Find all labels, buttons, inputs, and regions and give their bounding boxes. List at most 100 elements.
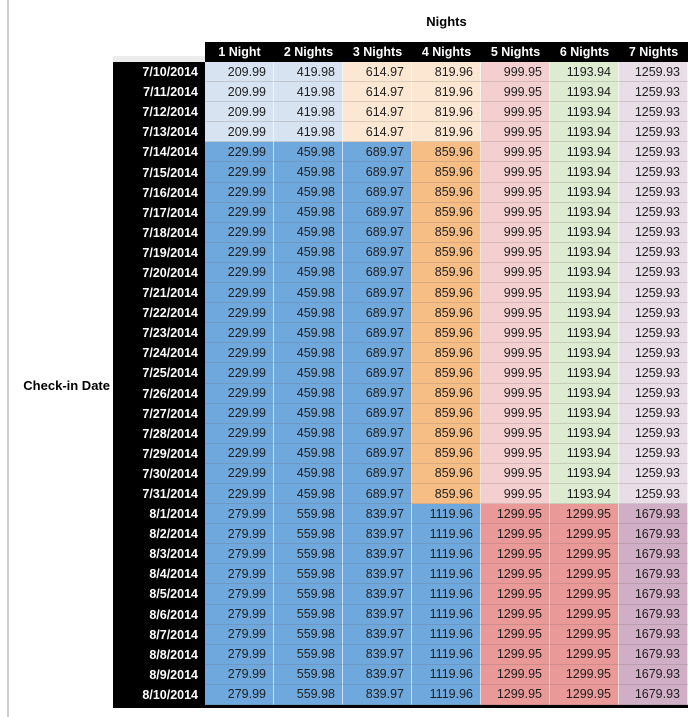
price-cell[interactable]: 1299.95 <box>550 644 619 665</box>
price-cell[interactable]: 1193.94 <box>550 102 619 123</box>
price-cell[interactable]: 999.95 <box>481 343 550 364</box>
price-cell[interactable]: 859.96 <box>412 423 481 444</box>
price-cell[interactable]: 839.97 <box>343 504 412 525</box>
price-cell[interactable]: 999.95 <box>481 323 550 344</box>
price-cell[interactable]: 859.96 <box>412 343 481 364</box>
price-cell[interactable]: 1259.93 <box>619 222 688 243</box>
price-cell[interactable]: 999.95 <box>481 142 550 163</box>
price-cell[interactable]: 229.99 <box>205 222 274 243</box>
price-cell[interactable]: 459.98 <box>274 363 343 384</box>
price-cell[interactable]: 689.97 <box>343 262 412 284</box>
price-cell[interactable]: 689.97 <box>343 202 412 223</box>
price-cell[interactable]: 1299.95 <box>481 664 550 685</box>
price-cell[interactable]: 559.98 <box>274 524 343 545</box>
row-date-cell[interactable]: 7/11/2014 <box>113 82 205 103</box>
price-cell[interactable]: 1299.95 <box>550 684 619 705</box>
row-date-cell[interactable]: 8/5/2014 <box>113 584 205 605</box>
row-date-cell[interactable]: 8/8/2014 <box>113 644 205 665</box>
price-cell[interactable]: 459.98 <box>274 283 343 304</box>
row-date-cell[interactable]: 8/10/2014 <box>113 684 205 705</box>
row-date-cell[interactable]: 7/21/2014 <box>113 283 205 304</box>
price-cell[interactable]: 1299.95 <box>550 544 619 565</box>
price-cell[interactable]: 999.95 <box>481 363 550 384</box>
price-cell[interactable]: 1259.93 <box>619 142 688 163</box>
price-cell[interactable]: 1193.94 <box>550 222 619 243</box>
price-cell[interactable]: 689.97 <box>343 343 412 364</box>
price-cell[interactable]: 1193.94 <box>550 202 619 223</box>
price-cell[interactable]: 559.98 <box>274 584 343 605</box>
price-cell[interactable]: 999.95 <box>481 82 550 103</box>
price-cell[interactable]: 229.99 <box>205 483 274 505</box>
price-cell[interactable]: 999.95 <box>481 242 550 263</box>
row-date-cell[interactable]: 8/1/2014 <box>113 504 205 525</box>
price-cell[interactable]: 1119.96 <box>412 524 481 545</box>
price-cell[interactable]: 559.98 <box>274 504 343 525</box>
price-cell[interactable]: 689.97 <box>343 403 412 424</box>
price-cell[interactable]: 999.95 <box>481 262 550 284</box>
price-cell[interactable]: 999.95 <box>481 483 550 505</box>
price-cell[interactable]: 279.99 <box>205 664 274 685</box>
price-cell[interactable]: 999.95 <box>481 182 550 203</box>
row-date-cell[interactable]: 7/15/2014 <box>113 162 205 183</box>
column-header-6-nights[interactable]: 6 Nights <box>550 42 619 62</box>
price-cell[interactable]: 859.96 <box>412 283 481 304</box>
price-cell[interactable]: 1193.94 <box>550 142 619 163</box>
price-cell[interactable]: 229.99 <box>205 363 274 384</box>
row-date-cell[interactable]: 7/12/2014 <box>113 102 205 123</box>
price-cell[interactable]: 229.99 <box>205 283 274 304</box>
column-header-4-nights[interactable]: 4 Nights <box>412 42 481 62</box>
price-cell[interactable]: 1259.93 <box>619 343 688 364</box>
price-cell[interactable]: 999.95 <box>481 222 550 243</box>
price-cell[interactable]: 209.99 <box>205 122 274 143</box>
price-cell[interactable]: 859.96 <box>412 483 481 505</box>
price-cell[interactable]: 859.96 <box>412 262 481 284</box>
price-cell[interactable]: 1299.95 <box>481 564 550 585</box>
price-cell[interactable]: 1299.95 <box>550 564 619 585</box>
row-date-cell[interactable]: 8/3/2014 <box>113 544 205 565</box>
price-cell[interactable]: 689.97 <box>343 383 412 404</box>
price-cell[interactable]: 1259.93 <box>619 62 688 83</box>
price-cell[interactable]: 689.97 <box>343 443 412 464</box>
price-cell[interactable]: 1119.96 <box>412 564 481 585</box>
price-cell[interactable]: 1119.96 <box>412 684 481 705</box>
row-date-cell[interactable]: 7/14/2014 <box>113 142 205 163</box>
price-cell[interactable]: 689.97 <box>343 363 412 384</box>
price-cell[interactable]: 999.95 <box>481 283 550 304</box>
price-cell[interactable]: 1679.93 <box>619 524 688 545</box>
price-cell[interactable]: 559.98 <box>274 604 343 625</box>
price-cell[interactable]: 819.96 <box>412 122 481 143</box>
price-cell[interactable]: 1259.93 <box>619 122 688 143</box>
price-cell[interactable]: 1299.95 <box>550 584 619 605</box>
price-cell[interactable]: 1259.93 <box>619 262 688 284</box>
price-cell[interactable]: 1193.94 <box>550 242 619 263</box>
row-date-cell[interactable]: 7/27/2014 <box>113 403 205 424</box>
price-cell[interactable]: 279.99 <box>205 504 274 525</box>
price-cell[interactable]: 1679.93 <box>619 664 688 685</box>
row-date-cell[interactable]: 7/26/2014 <box>113 383 205 404</box>
price-cell[interactable]: 839.97 <box>343 624 412 645</box>
price-cell[interactable]: 1679.93 <box>619 584 688 605</box>
row-date-cell[interactable]: 7/30/2014 <box>113 463 205 484</box>
price-cell[interactable]: 459.98 <box>274 463 343 484</box>
price-cell[interactable]: 1299.95 <box>550 624 619 645</box>
price-cell[interactable]: 459.98 <box>274 443 343 464</box>
price-cell[interactable]: 819.96 <box>412 62 481 83</box>
price-cell[interactable]: 229.99 <box>205 303 274 324</box>
price-cell[interactable]: 279.99 <box>205 544 274 565</box>
price-cell[interactable]: 839.97 <box>343 584 412 605</box>
price-cell[interactable]: 1193.94 <box>550 483 619 505</box>
price-cell[interactable]: 859.96 <box>412 463 481 484</box>
price-cell[interactable]: 559.98 <box>274 644 343 665</box>
price-cell[interactable]: 1193.94 <box>550 343 619 364</box>
price-cell[interactable]: 1259.93 <box>619 283 688 304</box>
price-cell[interactable]: 459.98 <box>274 383 343 404</box>
price-cell[interactable]: 229.99 <box>205 182 274 203</box>
price-cell[interactable]: 859.96 <box>412 202 481 223</box>
price-cell[interactable]: 839.97 <box>343 684 412 705</box>
price-cell[interactable]: 999.95 <box>481 383 550 404</box>
price-cell[interactable]: 1193.94 <box>550 363 619 384</box>
price-cell[interactable]: 999.95 <box>481 303 550 324</box>
price-cell[interactable]: 459.98 <box>274 242 343 263</box>
price-cell[interactable]: 1259.93 <box>619 383 688 404</box>
price-cell[interactable]: 1679.93 <box>619 644 688 665</box>
